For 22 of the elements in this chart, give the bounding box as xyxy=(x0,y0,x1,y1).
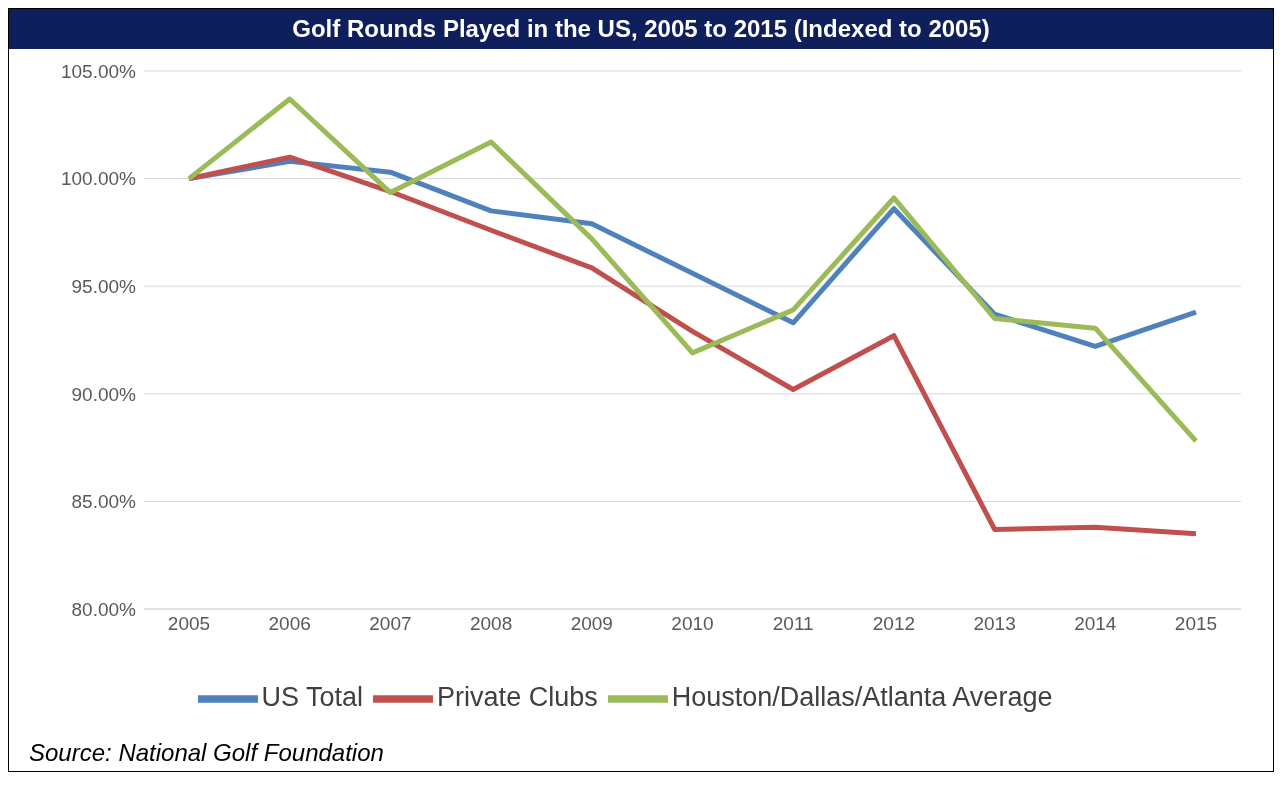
x-tick-label: 2009 xyxy=(570,613,613,635)
y-tick-label: 95.00% xyxy=(71,275,137,297)
x-tick-label: 2011 xyxy=(772,613,814,635)
legend-label: US Total xyxy=(261,682,364,713)
y-tick-label: 80.00% xyxy=(71,598,137,620)
y-tick-label: 90.00% xyxy=(71,383,137,405)
y-tick-label: 100.00% xyxy=(60,168,137,190)
y-tick-label: 85.00% xyxy=(71,491,137,513)
x-tick-label: 2007 xyxy=(369,613,412,635)
source-note: Source: National Golf Foundation xyxy=(28,739,385,768)
x-tick-label: 2015 xyxy=(1174,613,1218,635)
chart-title: Golf Rounds Played in the US, 2005 to 2015 (Indexed to 2005) xyxy=(9,9,1273,49)
x-tick-label: 2008 xyxy=(469,613,513,635)
legend-label: Private Clubs xyxy=(437,682,598,713)
legend-label: Houston/Dallas/Atlanta Average xyxy=(671,682,1053,713)
x-tick-label: 2013 xyxy=(973,613,1016,635)
x-tick-label: 2012 xyxy=(872,613,916,635)
x-tick-label: 2010 xyxy=(671,613,714,635)
x-tick-label: 2014 xyxy=(1074,613,1117,635)
x-tick-label: 2006 xyxy=(268,613,311,635)
x-tick-label: 2005 xyxy=(167,613,211,635)
y-tick-label: 105.00% xyxy=(60,60,137,82)
